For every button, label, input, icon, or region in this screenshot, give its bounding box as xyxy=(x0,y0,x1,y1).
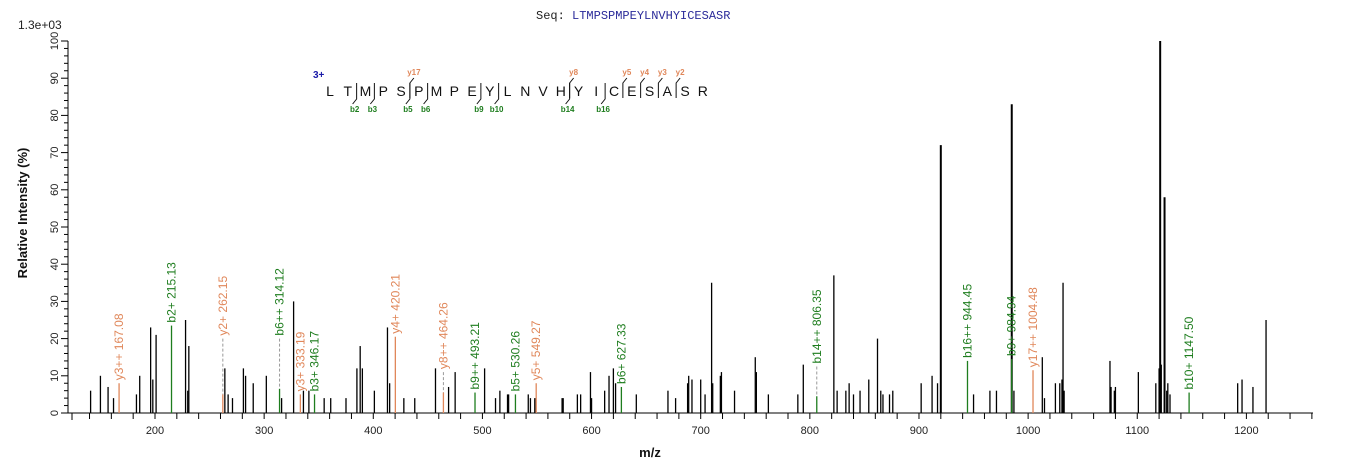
peak-label: b5+ 530.26 xyxy=(508,331,522,392)
y-ion-marker: y17 xyxy=(407,68,421,77)
residue: L xyxy=(504,83,512,99)
peak-label: y3+ 333.19 xyxy=(293,331,307,391)
y-tick-label: 20 xyxy=(49,332,61,344)
residue: A xyxy=(663,83,673,99)
peak-label: b16++ 944.45 xyxy=(960,284,974,358)
residue: M xyxy=(431,83,443,99)
peak-label: b9++ 493.21 xyxy=(468,322,482,390)
chart-title: Seq: LTMPSPMPEYLNVHYICESASR xyxy=(536,9,730,23)
y-tick-label: 80 xyxy=(49,109,61,121)
residue: V xyxy=(538,83,548,99)
peak-label: y5+ 549.27 xyxy=(529,320,543,380)
peak-label: b14++ 806.35 xyxy=(810,289,824,363)
residue: H xyxy=(556,83,566,99)
x-axis-title: m/z xyxy=(639,445,661,460)
residue: S xyxy=(680,83,689,99)
residue: E xyxy=(627,83,636,99)
y-tick-label: 30 xyxy=(49,295,61,307)
y-tick-label: 70 xyxy=(49,146,61,158)
y-tick-label: 100 xyxy=(49,32,61,50)
b-ion-marker: b5 xyxy=(403,105,413,114)
peak-label: b6++ 314.12 xyxy=(273,268,287,336)
b-ion-marker: b6 xyxy=(421,105,431,114)
b-ion-marker: b9 xyxy=(474,105,484,114)
peak-label: b9+ 984.94 xyxy=(1005,295,1019,356)
y-ion-marker: y2 xyxy=(676,68,685,77)
x-tick-label: 300 xyxy=(255,425,273,437)
b-ion-marker: b16 xyxy=(596,105,610,114)
max-intensity-label: 1.3e+03 xyxy=(18,18,62,32)
b-ion-marker: b2 xyxy=(350,105,360,114)
b-ion-marker: b10 xyxy=(490,105,504,114)
x-tick-label: 700 xyxy=(692,425,710,437)
residue: E xyxy=(467,83,476,99)
residue: I xyxy=(594,83,598,99)
x-tick-label: 500 xyxy=(473,425,491,437)
x-axis: 200 300 400 500 600 700 800 900 1000 1100 1200 xyxy=(64,412,1313,437)
y-tick-label: 50 xyxy=(49,221,61,233)
peak-label: y2+ 262.15 xyxy=(216,276,230,336)
peak-label: b6+ 627.33 xyxy=(614,323,628,384)
sequence-fragment-map: 3+L T M P S P M P E Y L N V H Y I C E S A S Rb2 b3 b5 b6 b9 b10 b14… xyxy=(313,68,708,114)
residue: N xyxy=(520,83,530,99)
y-ion-marker: y5 xyxy=(622,68,631,77)
x-tick-label: 200 xyxy=(146,425,164,437)
peak-label: y3++ 167.08 xyxy=(112,313,126,380)
residue: M xyxy=(360,83,372,99)
peak-label: y4+ 420.21 xyxy=(388,274,402,334)
residue: T xyxy=(343,83,352,99)
residue: P xyxy=(414,83,423,99)
b-ion-marker: b14 xyxy=(561,105,575,114)
residue: S xyxy=(645,83,654,99)
x-tick-label: 1100 xyxy=(1125,425,1149,437)
peak-label: b10+ 1147.50 xyxy=(1182,316,1196,389)
peak-label: b2+ 215.13 xyxy=(165,262,179,323)
y-ion-marker: y8 xyxy=(569,68,578,77)
x-tick-label: 1000 xyxy=(1016,425,1040,437)
residue: C xyxy=(609,83,619,99)
residue: S xyxy=(396,83,405,99)
y-ion-marker: y3 xyxy=(658,68,667,77)
y-axis: 0 10 20 30 40 50 60 70 80 90 100 xyxy=(49,32,69,416)
y-tick-label: 60 xyxy=(49,184,61,196)
residue: Y xyxy=(574,83,584,99)
residue: Y xyxy=(485,83,495,99)
y-tick-label: 40 xyxy=(49,258,61,270)
y-ion-marker: y4 xyxy=(640,68,649,77)
y-tick-label: 90 xyxy=(49,72,61,84)
y-axis-title: Relative Intensity (%) xyxy=(15,148,30,279)
peak-label: y17++ 1004.48 xyxy=(1026,287,1040,367)
residue: L xyxy=(326,83,334,99)
residue: P xyxy=(379,83,388,99)
y-tick-label: 0 xyxy=(49,410,61,416)
residue: P xyxy=(450,83,459,99)
x-tick-label: 600 xyxy=(582,425,600,437)
seq-label: Seq: xyxy=(536,9,565,23)
x-tick-label: 800 xyxy=(801,425,819,437)
x-tick-label: 400 xyxy=(364,425,382,437)
x-tick-label: 900 xyxy=(910,425,928,437)
charge-state: 3+ xyxy=(313,70,325,81)
peaks xyxy=(89,41,1267,413)
sequence-text: LTMPSPMPEYLNVHYICESASR xyxy=(572,9,731,23)
peak-annotations: y3++ 167.08 b2+ 215.13 y2+ 262.15 b6++ 314.… xyxy=(112,262,1196,413)
x-tick-label: 1200 xyxy=(1234,425,1258,437)
b-ion-marker: b3 xyxy=(368,105,378,114)
y-tick-label: 10 xyxy=(49,370,61,382)
peak-label: y8++ 464.26 xyxy=(436,302,450,369)
residue: R xyxy=(698,83,708,99)
peak-label: b3+ 346.17 xyxy=(308,331,322,392)
